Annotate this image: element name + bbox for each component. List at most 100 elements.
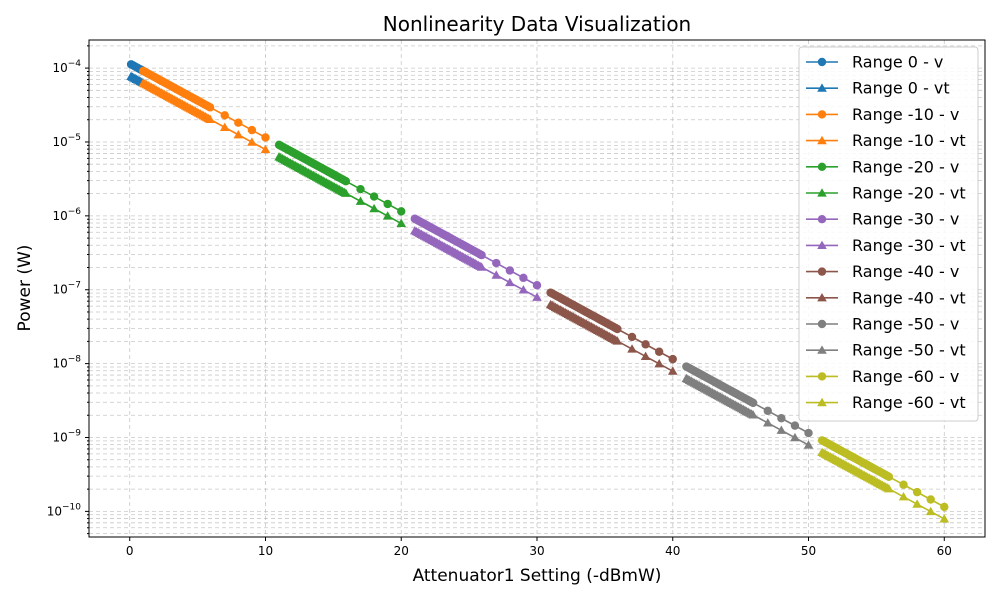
series-10 (682, 362, 813, 438)
legend-item-13: Range -60 - vt (806, 393, 966, 412)
series-8 (546, 288, 677, 364)
legend-label: Range -50 - v (852, 315, 959, 334)
legend-label: Range -30 - vt (852, 236, 966, 255)
legend-item-3: Range -10 - vt (806, 131, 966, 150)
data-point (219, 122, 230, 131)
data-point (369, 203, 379, 213)
legend-label: Range -60 - vt (852, 393, 966, 412)
legend-swatch-marker (817, 57, 827, 67)
data-point (233, 129, 244, 139)
data-point (762, 418, 773, 427)
data-point (261, 133, 270, 142)
data-point (884, 483, 894, 493)
legend-swatch-marker (817, 345, 827, 354)
legend-item-5: Range -20 - vt (806, 184, 966, 203)
data-point (912, 499, 922, 508)
legend-item-12: Range -60 - v (806, 367, 959, 386)
data-point (884, 472, 894, 481)
data-point (926, 495, 935, 504)
series-layer (126, 60, 950, 523)
data-point (925, 506, 936, 516)
data-point (763, 406, 772, 416)
data-point (205, 103, 215, 112)
data-point (355, 196, 366, 205)
data-point (383, 199, 392, 209)
y-tick-label: 10−4 (52, 59, 81, 75)
y-axis-ticks: 10−10 10−9 10−8 10−7 10−6 10−5 10−4 (47, 45, 89, 535)
chart-title: Nonlinearity Data Visualization (383, 12, 691, 36)
data-point (776, 425, 787, 434)
data-point (804, 428, 813, 438)
data-point (247, 137, 257, 146)
data-point (491, 270, 502, 279)
data-point (260, 144, 271, 154)
legend-item-8: Range -40 - v (806, 262, 959, 281)
x-tick-label: 30 (529, 544, 544, 558)
legend-swatch-marker (817, 83, 827, 92)
y-tick-label: 10−10 (47, 502, 82, 518)
data-point (492, 258, 501, 268)
data-point (519, 273, 528, 283)
data-point (220, 111, 229, 120)
data-point (790, 432, 800, 442)
legend-swatch-marker (817, 372, 827, 381)
data-point (627, 332, 637, 342)
data-point (396, 218, 407, 228)
legend-swatch-marker (817, 135, 827, 145)
legend-item-11: Range -50 - vt (806, 341, 966, 360)
data-point (369, 192, 379, 201)
data-point (505, 277, 515, 287)
data-point (898, 491, 909, 501)
data-point (803, 440, 814, 449)
legend-label: Range -50 - vt (852, 341, 966, 360)
legend-swatch-marker (817, 293, 827, 302)
series-11 (681, 373, 814, 449)
data-point (205, 114, 215, 123)
legend-swatch-marker (817, 397, 827, 407)
legend-box (798, 46, 979, 422)
legend-swatch-marker (817, 188, 827, 197)
data-point (899, 480, 908, 489)
legend-label: Range -60 - v (852, 367, 959, 386)
legend-label: Range 0 - vt (852, 79, 950, 98)
data-point (668, 354, 677, 364)
y-tick-label: 10−6 (52, 207, 81, 223)
legend-label: Range -40 - vt (852, 288, 966, 307)
data-point (247, 125, 257, 135)
y-tick-label: 10−7 (52, 281, 81, 297)
series-5 (274, 152, 407, 228)
legend-swatch-marker (817, 162, 827, 171)
data-point (356, 185, 365, 194)
data-point (341, 188, 351, 197)
series-4 (274, 140, 406, 216)
legend-item-2: Range -10 - v (806, 105, 959, 124)
legend-swatch-marker (817, 215, 827, 224)
x-tick-label: 60 (937, 544, 952, 558)
data-point (777, 414, 786, 423)
data-point (640, 351, 651, 361)
legend-label: Range -10 - v (852, 105, 959, 124)
data-point (234, 118, 243, 127)
legend-item-1: Range 0 - vt (806, 79, 950, 98)
legend-swatch-marker (817, 110, 827, 119)
legend-swatch-marker (817, 240, 827, 249)
data-point (382, 211, 393, 220)
y-tick-label: 10−9 (52, 428, 81, 444)
legend-label: Range -10 - vt (852, 131, 966, 150)
legend-item-9: Range -40 - vt (806, 288, 966, 307)
legend: Range 0 - v Range 0 - vt Range -10 - v Rang… (798, 46, 979, 422)
legend-item-6: Range -30 - v (806, 210, 959, 229)
legend-label: Range -20 - vt (852, 184, 966, 203)
x-tick-label: 40 (665, 544, 680, 558)
data-point (341, 177, 351, 186)
data-point (532, 281, 542, 290)
x-tick-label: 10 (258, 544, 273, 558)
series-9 (545, 299, 678, 375)
data-point (912, 487, 922, 497)
data-point (654, 347, 664, 356)
legend-label: Range -20 - v (852, 157, 959, 176)
x-axis-label: Attenuator1 Setting (-dBmW) (413, 566, 662, 586)
legend-item-7: Range -30 - vt (806, 236, 966, 255)
data-point (641, 340, 650, 349)
series-2 (139, 66, 270, 142)
